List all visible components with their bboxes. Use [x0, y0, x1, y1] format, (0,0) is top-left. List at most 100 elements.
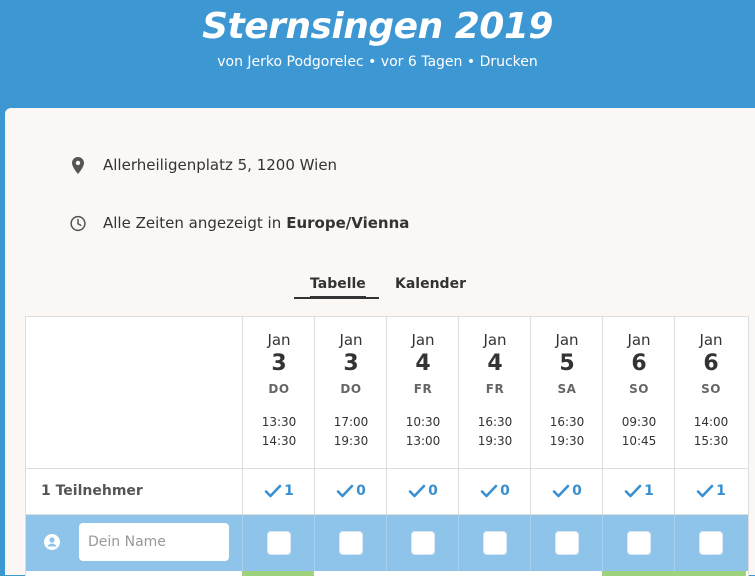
vote-checkbox[interactable] — [267, 531, 291, 555]
date-option-header: Jan 3 DO 17:00 19:30 — [314, 317, 387, 468]
author-text: von Jerko Podgorelec — [217, 54, 364, 70]
timezone-value: Europe/Vienna — [286, 214, 410, 232]
option-day: 3 — [271, 351, 287, 376]
view-tabs: Tabelle Kalender — [5, 276, 755, 300]
option-start-time: 13:30 — [261, 415, 297, 429]
option-month: Jan — [699, 331, 723, 349]
option-end-time: 10:45 — [621, 434, 657, 448]
option-yes-count: 1 — [602, 468, 675, 514]
separator: • — [466, 54, 476, 70]
poll-title: Sternsingen 2019 — [202, 6, 553, 47]
option-month: Jan — [627, 331, 651, 349]
poll-panel: Allerheiligenplatz 5, 1200 Wien Alle Zei… — [5, 108, 755, 576]
option-end-time: 13:00 — [405, 434, 441, 448]
checkmark-icon — [480, 484, 500, 498]
option-end-time: 14:30 — [261, 434, 297, 448]
option-day: 4 — [415, 351, 431, 376]
print-link[interactable]: Drucken — [479, 54, 538, 70]
vote-checkbox[interactable] — [339, 531, 363, 555]
date-option-header: Jan 6 SO 09:30 10:45 — [602, 317, 675, 468]
poll-table: Jan 3 DO 13:30 14:30 Jan 3 DO 17:00 19:30 Jan 4 FR 10… — [25, 316, 749, 576]
option-weekday: SO — [629, 382, 649, 396]
option-end-time: 19:30 — [549, 434, 585, 448]
yes-vote-bar — [242, 571, 314, 576]
participants-count-label: 1 Teilnehmer — [41, 483, 143, 499]
location-pin-icon — [70, 156, 86, 174]
yes-vote-bar — [602, 571, 674, 576]
date-option-header: Jan 4 FR 16:30 19:30 — [458, 317, 531, 468]
option-yes-count: 1 — [242, 468, 315, 514]
option-start-time: 17:00 — [333, 415, 369, 429]
option-yes-count: 0 — [530, 468, 603, 514]
checkbox-cell — [530, 515, 603, 571]
checkmark-icon — [336, 484, 356, 498]
option-month: Jan — [339, 331, 363, 349]
checkbox-cell — [602, 515, 675, 571]
count-value: 0 — [572, 483, 582, 499]
vote-checkbox[interactable] — [699, 531, 723, 555]
count-value: 1 — [644, 483, 654, 499]
checkmark-icon — [264, 484, 284, 498]
count-value: 1 — [284, 483, 294, 499]
option-yes-count: 0 — [314, 468, 387, 514]
time-ago: vor 6 Tagen — [380, 54, 463, 70]
checkmark-icon — [624, 484, 644, 498]
count-value: 0 — [500, 483, 510, 499]
user-icon — [44, 534, 60, 550]
option-weekday: FR — [485, 382, 505, 396]
date-option-header: Jan 4 FR 10:30 13:00 — [386, 317, 459, 468]
checkmark-icon — [696, 484, 716, 498]
date-option-header: Jan 6 SO 14:00 15:30 — [674, 317, 747, 468]
checkbox-cell — [386, 515, 459, 571]
checkbox-cell — [674, 515, 747, 571]
checkmark-icon — [408, 484, 428, 498]
count-value: 1 — [716, 483, 726, 499]
option-weekday: SA — [557, 382, 577, 396]
separator: • — [368, 54, 377, 70]
active-tab-underline — [294, 297, 379, 299]
option-end-time: 15:30 — [693, 434, 729, 448]
checkbox-cell — [242, 515, 315, 571]
timezone-prefix: Alle Zeiten angezeigt in — [103, 214, 282, 232]
option-day: 6 — [703, 351, 719, 376]
new-participant-row — [26, 515, 748, 571]
option-day: 3 — [343, 351, 359, 376]
option-month: Jan — [411, 331, 435, 349]
clock-icon — [70, 214, 86, 232]
option-month: Jan — [267, 331, 291, 349]
location-row: Allerheiligenplatz 5, 1200 Wien — [70, 156, 337, 174]
option-day: 4 — [487, 351, 503, 376]
yes-vote-bar — [674, 571, 746, 576]
option-weekday: DO — [340, 382, 362, 396]
divider — [26, 514, 748, 515]
option-day: 5 — [559, 351, 575, 376]
option-day: 6 — [631, 351, 647, 376]
name-input[interactable] — [79, 523, 229, 561]
option-yes-count: 0 — [458, 468, 531, 514]
option-start-time: 09:30 — [621, 415, 657, 429]
checkbox-cell — [458, 515, 531, 571]
tab-table[interactable]: Tabelle — [310, 276, 366, 298]
poll-meta: von Jerko Podgorelec • vor 6 Tagen • Dru… — [0, 54, 755, 70]
count-value: 0 — [428, 483, 438, 499]
vote-checkbox[interactable] — [555, 531, 579, 555]
option-start-time: 16:30 — [549, 415, 585, 429]
checkmark-icon — [552, 484, 572, 498]
date-option-header: Jan 5 SA 16:30 19:30 — [530, 317, 603, 468]
count-value: 0 — [356, 483, 366, 499]
tab-calendar[interactable]: Kalender — [395, 276, 466, 292]
option-start-time: 10:30 — [405, 415, 441, 429]
vote-checkbox[interactable] — [627, 531, 651, 555]
location-text: Allerheiligenplatz 5, 1200 Wien — [103, 156, 338, 174]
option-end-time: 19:30 — [477, 434, 513, 448]
option-start-time: 16:30 — [477, 415, 513, 429]
vote-checkbox[interactable] — [483, 531, 507, 555]
option-weekday: FR — [413, 382, 433, 396]
option-month: Jan — [555, 331, 579, 349]
divider — [26, 468, 748, 469]
date-option-header: Jan 3 DO 13:30 14:30 — [242, 317, 315, 468]
option-weekday: DO — [268, 382, 290, 396]
vote-checkbox[interactable] — [411, 531, 435, 555]
timezone-row: Alle Zeiten angezeigt in Europe/Vienna — [70, 214, 409, 232]
option-weekday: SO — [701, 382, 721, 396]
